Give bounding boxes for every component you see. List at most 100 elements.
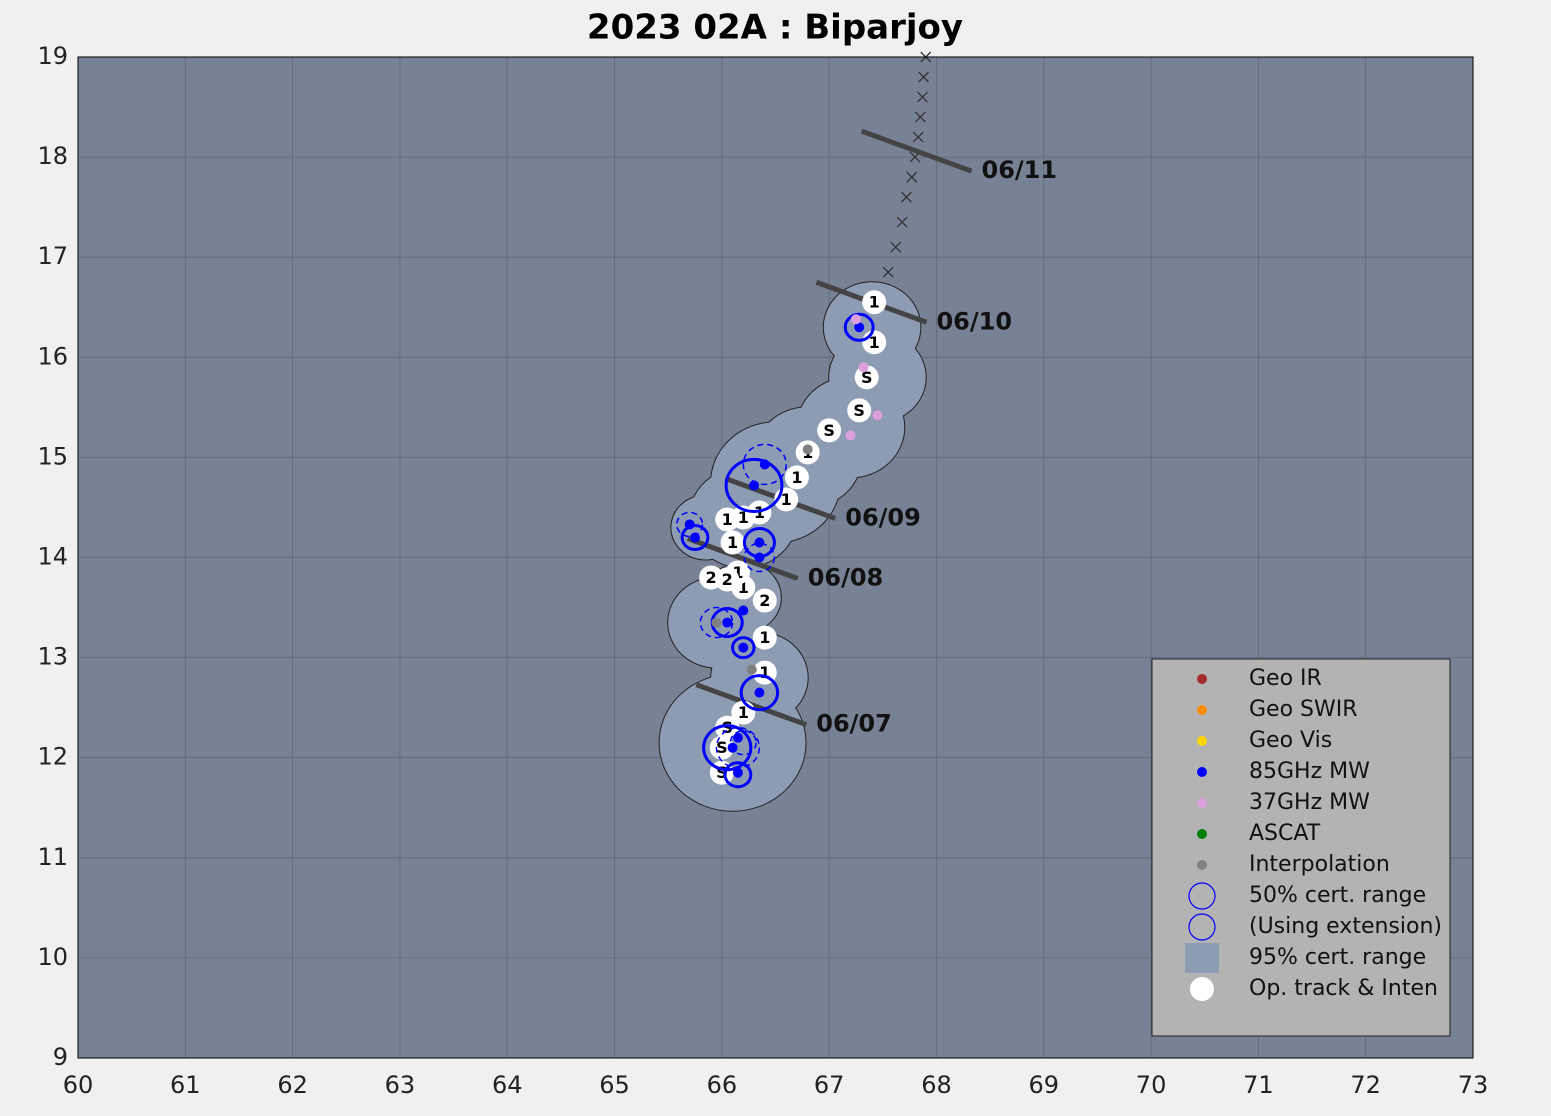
legend-marker <box>1197 829 1207 839</box>
forecast-point <box>912 131 924 143</box>
fix-point <box>754 687 765 698</box>
date-label: 06/11 <box>982 156 1058 184</box>
fix-point <box>690 532 701 543</box>
intensity-label: 1 <box>869 293 880 312</box>
cert-range-50 <box>739 674 780 712</box>
cert-range-50 <box>724 457 784 513</box>
intensity-label: 1 <box>727 533 738 552</box>
cert-range-50 <box>731 636 756 660</box>
legend-marker <box>1197 798 1207 808</box>
intensity-label: 1 <box>791 468 802 487</box>
x-tick-label: 68 <box>921 1071 952 1099</box>
fix-point <box>850 314 861 325</box>
intensity-label: 1 <box>722 510 733 529</box>
track-point <box>715 567 740 592</box>
fix-point <box>738 642 749 653</box>
plot-frame <box>77 56 1474 1059</box>
track-point <box>720 530 745 555</box>
legend-marker <box>1197 705 1207 715</box>
fix-point <box>754 552 765 563</box>
legend-label: ASCAT <box>1249 821 1321 846</box>
y-tick-label: 9 <box>53 1043 68 1071</box>
intensity-label: 1 <box>738 508 749 527</box>
intensity-label: S <box>716 763 728 782</box>
date-label: 06/10 <box>936 307 1012 335</box>
track-point <box>752 625 777 650</box>
legend-marker <box>1197 767 1207 777</box>
fix-point <box>749 480 760 491</box>
track-point <box>862 290 887 315</box>
fix-point <box>722 617 733 628</box>
x-tick-label: 64 <box>492 1071 523 1099</box>
y-tick-label: 16 <box>37 342 68 370</box>
y-tick-label: 10 <box>37 943 68 971</box>
legend-label: (Using extension) <box>1249 914 1442 939</box>
forecast-point <box>918 71 930 83</box>
x-tick-label: 72 <box>1350 1071 1381 1099</box>
cert-range-50 <box>743 542 776 573</box>
intensity-label: 1 <box>732 563 743 582</box>
y-tick-label: 11 <box>37 843 68 871</box>
x-tick-label: 71 <box>1243 1071 1274 1099</box>
forecast-point <box>900 191 912 203</box>
legend-box <box>1151 658 1451 1037</box>
forecast-point <box>882 266 894 278</box>
intensity-label: 1 <box>869 333 880 352</box>
track-point <box>847 398 872 423</box>
date-line <box>860 128 973 174</box>
fix-point <box>759 459 770 470</box>
track-point <box>709 735 734 760</box>
intensity-label: 1 <box>759 663 770 682</box>
intensity-label: S <box>861 368 873 387</box>
fix-point <box>727 742 738 753</box>
intensity-label: 1 <box>738 578 749 597</box>
track-point <box>784 465 809 490</box>
legend-marker <box>1197 736 1207 746</box>
legend-marker <box>1197 860 1207 870</box>
fix-point <box>845 430 856 441</box>
fix-point <box>754 537 765 548</box>
fix-point <box>738 605 749 616</box>
y-tick-label: 13 <box>37 643 68 671</box>
cert-range-50 <box>676 511 704 538</box>
x-tick-label: 69 <box>1028 1071 1059 1099</box>
intensity-label: 2 <box>759 591 770 610</box>
x-tick-label: 70 <box>1136 1071 1167 1099</box>
legend-label: 37GHz MW <box>1249 790 1370 815</box>
cert-range-50 <box>715 726 761 769</box>
x-tick-label: 66 <box>707 1071 738 1099</box>
y-tick-label: 18 <box>37 142 68 170</box>
y-tick-label: 14 <box>37 543 68 571</box>
chart-title: 2023 02A : Biparjoy <box>587 8 963 48</box>
legend-label: Geo IR <box>1249 666 1322 691</box>
fix-point <box>858 362 869 373</box>
intensity-label: 2 <box>706 568 717 587</box>
legend-marker <box>1185 943 1219 973</box>
intensity-label: S <box>716 738 728 757</box>
legend-label: Op. track & Inten <box>1249 976 1438 1001</box>
intensity-label: 1 <box>781 490 792 509</box>
x-tick-label: 73 <box>1458 1071 1489 1099</box>
cert-range-50 <box>729 729 757 756</box>
cert-range-50 <box>680 523 710 551</box>
intensity-label: 1 <box>738 703 749 722</box>
cert-range-50 <box>723 761 753 789</box>
forecast-point <box>917 91 928 103</box>
intensity-label: S <box>853 401 865 420</box>
x-tick-label: 67 <box>814 1071 845 1099</box>
legend-label: Interpolation <box>1249 852 1390 877</box>
x-tick-label: 63 <box>385 1071 416 1099</box>
intensity-label: S <box>721 718 733 737</box>
intensity-label: S <box>823 421 835 440</box>
date-label: 06/09 <box>845 503 921 531</box>
legend-label: 95% cert. range <box>1249 945 1426 970</box>
cert-range-50 <box>702 724 753 772</box>
cert-range-50 <box>843 312 875 342</box>
date-label: 06/08 <box>808 564 884 592</box>
x-tick-label: 62 <box>277 1071 308 1099</box>
y-tick-label: 19 <box>37 42 68 70</box>
fix-point <box>711 617 722 628</box>
legend-marker <box>1188 913 1216 941</box>
x-tick-label: 60 <box>63 1071 94 1099</box>
